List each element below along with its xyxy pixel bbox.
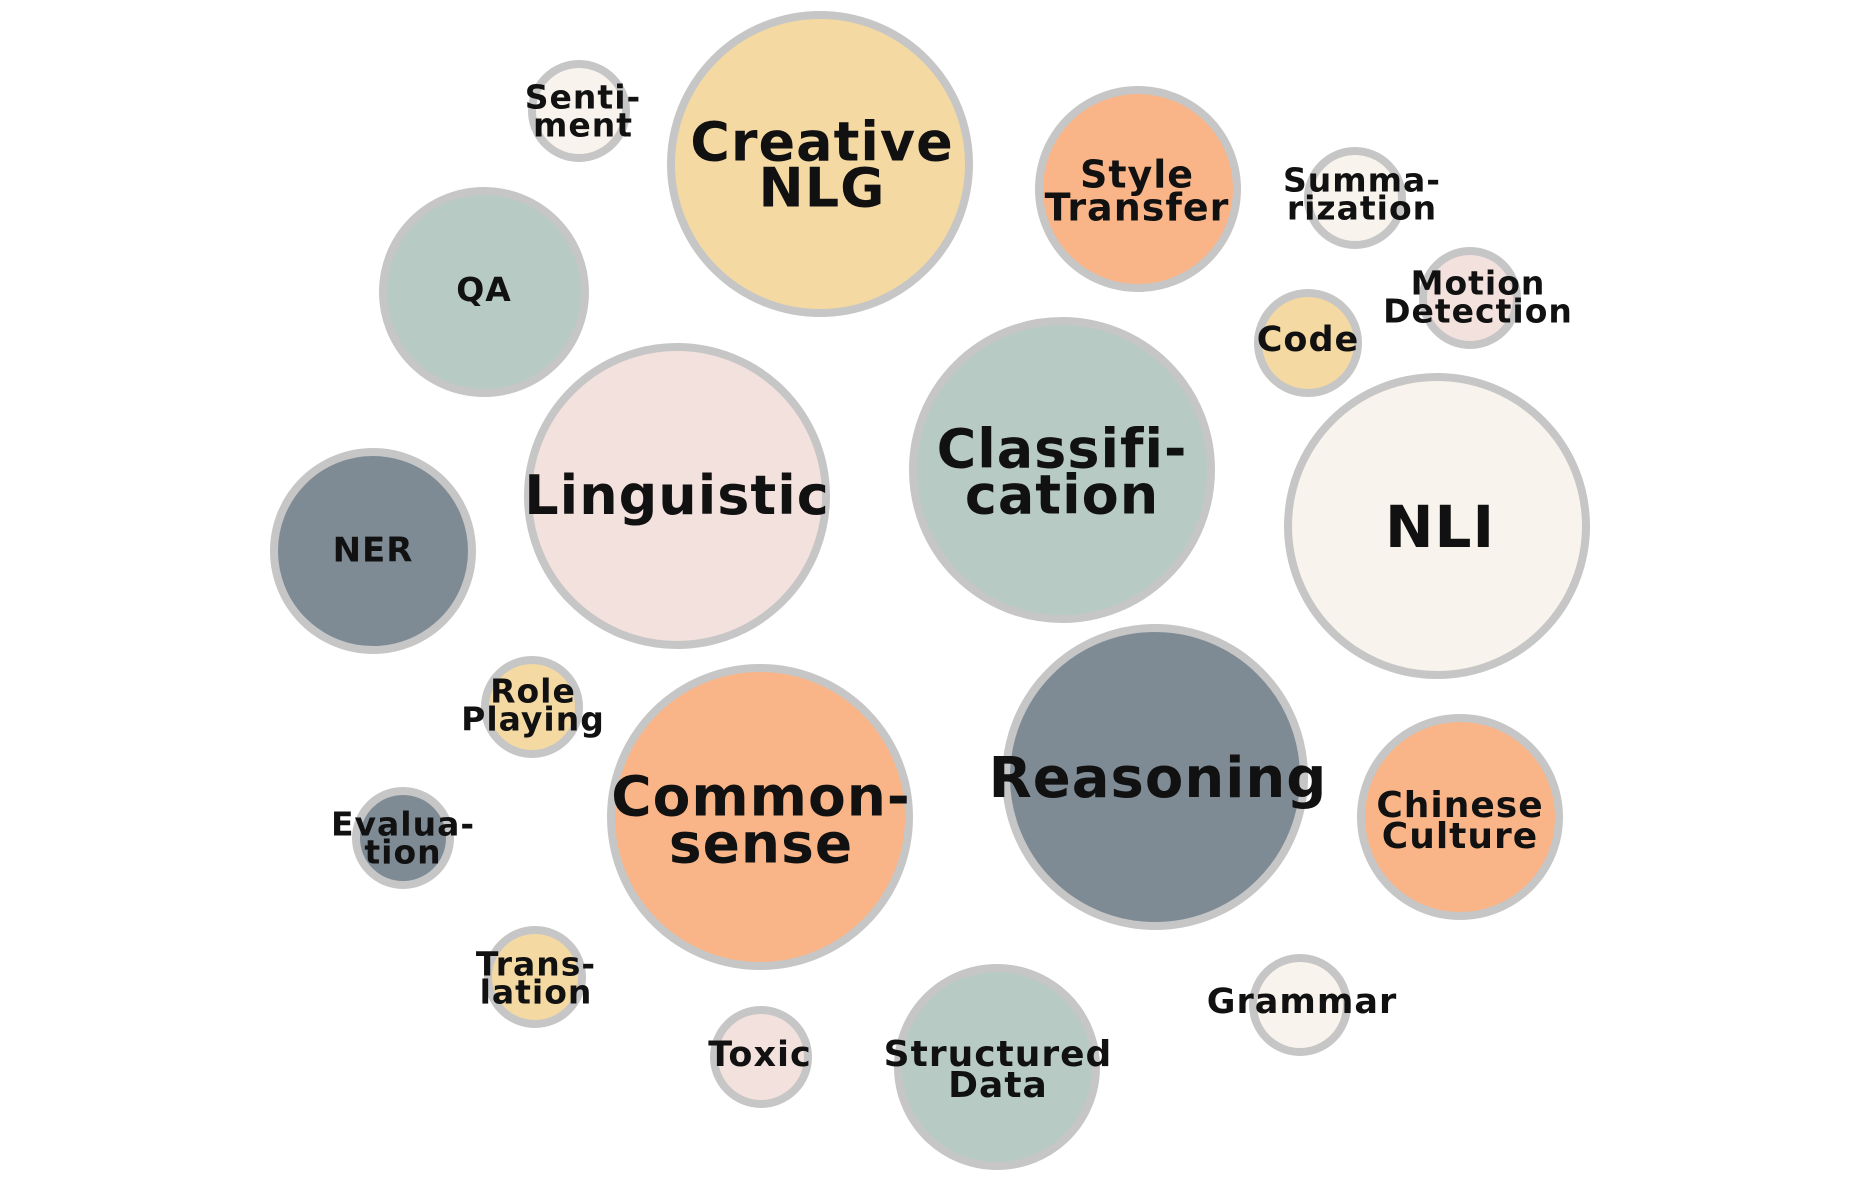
bubble-label-summarization: Summa- rization [1283,160,1441,228]
bubble-label-translation: Trans- lation [475,944,597,1012]
bubble-code [1254,289,1362,397]
bubble-label-chinese-culture: Chinese Culture [1376,785,1544,857]
bubble-label-role-playing: Role Playing [461,671,605,739]
bubble-structured-data [894,964,1100,1170]
bubble-nli [1284,373,1590,679]
bubble-creative-nlg [667,11,973,317]
bubble-evaluation [352,787,454,889]
bubble-label-reasoning: Reasoning [988,745,1328,811]
bubble-label-commonsense: Common- sense [611,764,911,876]
bubble-linguistic [524,343,830,649]
bubble-label-nli: NLI [1384,493,1496,562]
bubble-label-creative-nlg: Creative NLG [690,110,954,220]
bubble-chinese-culture [1357,714,1563,920]
bubble-label-grammar: Grammar [1206,981,1398,1022]
bubble-label-linguistic: Linguistic [524,463,830,527]
bubble-label-sentiment: Senti- ment [524,77,642,145]
bubble-summarization [1304,147,1406,249]
bubble-label-structured-data: Structured Data [883,1034,1113,1106]
bubble-classification [909,317,1215,623]
bubble-toxic [710,1006,812,1108]
bubble-label-ner: NER [332,530,414,571]
bubble-qa [379,187,589,397]
bubble-motion-detection [1419,247,1521,349]
bubble-label-evaluation: Evalua- tion [330,804,476,872]
bubble-ner [270,448,476,654]
bubble-commonsense [607,664,913,970]
bubble-label-toxic: Toxic [708,1034,812,1075]
bubble-translation [484,926,586,1028]
bubble-grammar [1249,954,1351,1056]
bubble-style-transfer [1035,86,1241,292]
bubble-label-classification: Classifi- cation [936,417,1188,527]
bubble-label-code: Code [1256,319,1360,360]
bubble-label-motion-detection: Motion Detection [1383,263,1573,331]
bubble-label-style-transfer: Style Transfer [1044,152,1230,229]
bubble-reasoning [1002,624,1308,930]
bubble-sentiment [528,60,630,162]
bubble-label-qa: QA [456,269,512,309]
bubble-role-playing [481,656,583,758]
